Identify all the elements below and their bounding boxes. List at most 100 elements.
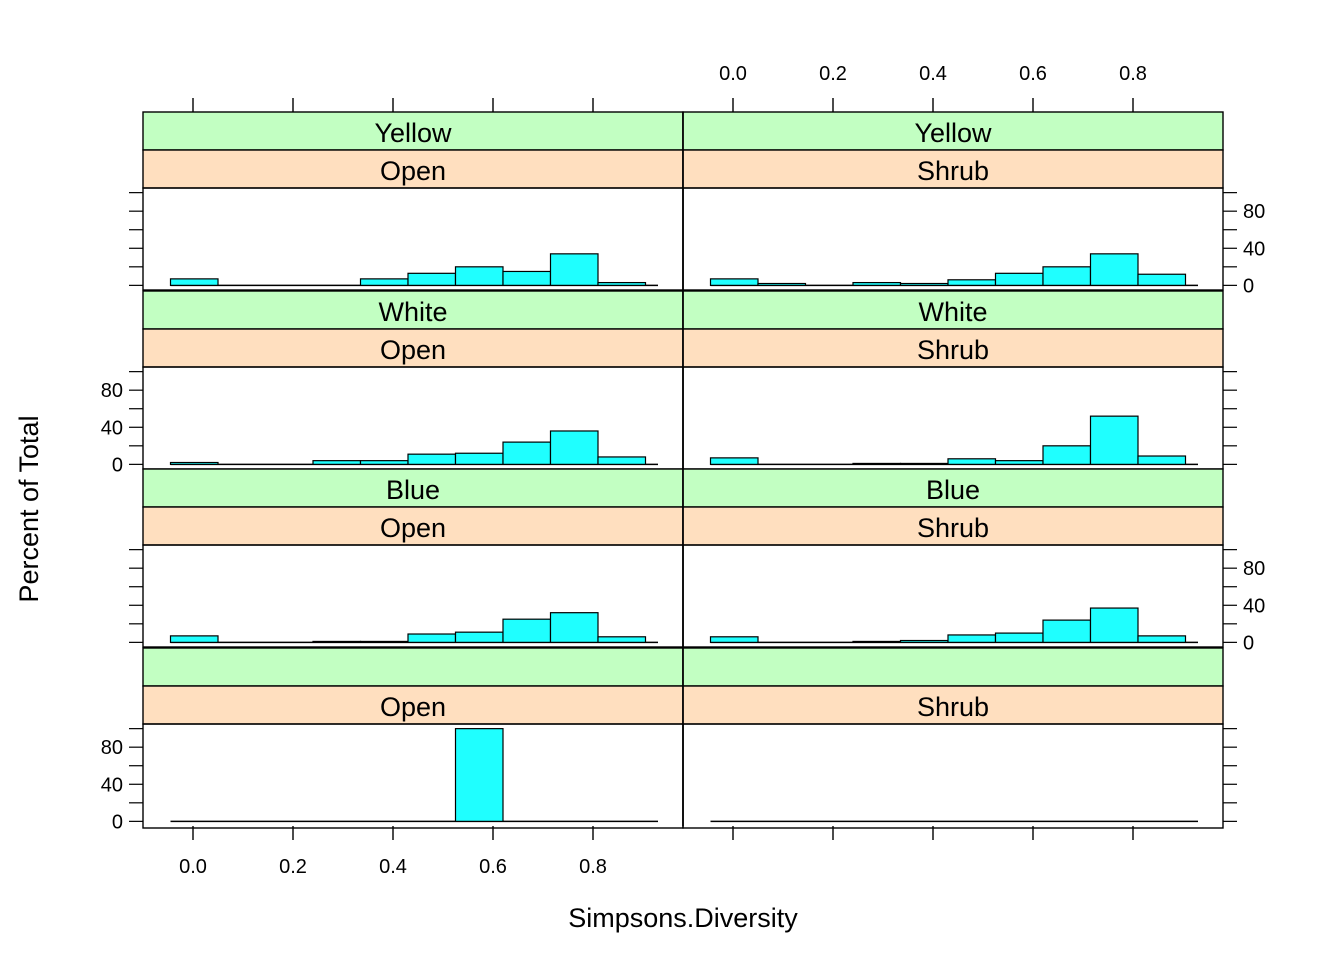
strip-outer: [142, 647, 684, 687]
strip-inner-label: Shrub: [917, 513, 989, 543]
histogram-bar: [549, 253, 599, 286]
histogram-bar: [359, 278, 409, 286]
histogram-bar: [852, 462, 902, 465]
histogram-bar: [169, 635, 219, 643]
strip-outer-label: Blue: [926, 475, 980, 505]
x-tick-label-top: 0.4: [919, 63, 947, 85]
histogram-bar: [549, 430, 599, 465]
histogram-bar: [1137, 635, 1187, 643]
histogram-bar: [709, 278, 759, 286]
x-tick-label-bottom: 0.0: [179, 856, 207, 878]
strip-inner: [142, 149, 684, 189]
y-tick-label: 0: [112, 454, 123, 476]
strip-inner: [142, 685, 684, 725]
histogram-bar: [994, 632, 1044, 643]
panel-border: [682, 544, 1224, 648]
x-tick-label-top: 0.2: [819, 63, 847, 85]
histogram-bar: [947, 279, 997, 286]
y-tick-label: 0: [112, 811, 123, 833]
histogram-bar: [454, 631, 504, 643]
strip-outer-label: Yellow: [374, 118, 452, 148]
histogram-bar: [709, 457, 759, 465]
strip-outer: [682, 290, 1224, 330]
histogram-bar: [852, 281, 902, 286]
y-tick-label: 80: [101, 380, 123, 402]
panel-yellow-shrub: Yellow Shrub: [682, 111, 1224, 291]
strip-inner-label: Shrub: [917, 335, 989, 365]
panel-blank-shrub: Shrub: [682, 647, 1224, 829]
panel-blue-shrub: Blue Shrub: [682, 468, 1224, 648]
panel-yellow-open: Yellow Open: [142, 111, 684, 291]
histogram-bar: [994, 272, 1044, 286]
histogram-bar: [454, 266, 504, 286]
strip-inner-label: Open: [380, 335, 446, 365]
histogram-bar: [597, 456, 647, 465]
strip-outer-label: White: [378, 297, 447, 327]
x-tick-label-bottom: 0.4: [379, 856, 407, 878]
y-tick-label: 80: [101, 737, 123, 759]
y-tick-label: 40: [101, 417, 123, 439]
histogram-bar: [757, 282, 807, 286]
histogram-bar: [169, 461, 219, 465]
x-tick-label-top: 0.6: [1019, 63, 1047, 85]
strip-inner: [682, 685, 1224, 725]
histogram-bar: [1089, 607, 1139, 643]
strip-outer: [142, 468, 684, 508]
x-tick-label-bottom: 0.2: [279, 856, 307, 878]
histogram-bar: [899, 462, 949, 465]
strip-inner-label: Open: [380, 156, 446, 186]
histogram-bar: [1089, 415, 1139, 465]
histogram-bar: [994, 460, 1044, 465]
panel-border: [682, 366, 1224, 470]
x-tick-label-bottom: 0.6: [479, 856, 507, 878]
panel-white-shrub: White Shrub: [682, 290, 1224, 470]
y-tick-label: 80: [1243, 201, 1265, 223]
y-axis-title: Percent of Total: [14, 415, 44, 602]
x-tick-label-top: 0.0: [719, 63, 747, 85]
histogram-bar: [899, 639, 949, 643]
histogram-bar: [502, 618, 552, 643]
histogram-bar: [359, 460, 409, 465]
strip-inner: [682, 149, 1224, 189]
histogram-bar: [947, 634, 997, 643]
strip-inner-label: Shrub: [917, 156, 989, 186]
histogram-bar: [359, 640, 409, 643]
histogram-bar: [312, 640, 362, 643]
histogram-bar: [407, 453, 457, 465]
strip-inner-label: Open: [380, 692, 446, 722]
x-tick-label-bottom: 0.8: [579, 856, 607, 878]
strip-inner: [682, 328, 1224, 368]
panel-white-open: White Open: [142, 290, 684, 470]
panels-layer: Yellow Open Yellow Shrub White Open White Shrub…: [142, 111, 1224, 829]
histogram-bar: [407, 272, 457, 286]
panel-border: [142, 544, 684, 648]
strip-outer-label: White: [918, 297, 987, 327]
histogram-bar: [899, 282, 949, 286]
histogram-bar: [454, 728, 504, 822]
strip-inner-label: Open: [380, 513, 446, 543]
strip-outer-label: Yellow: [914, 118, 992, 148]
y-tick-label: 0: [1243, 275, 1254, 297]
histogram-bar: [947, 458, 997, 465]
panel-blue-open: Blue Open: [142, 468, 684, 648]
strip-outer: [682, 647, 1224, 687]
y-tick-label: 0: [1243, 632, 1254, 654]
x-axis-title: Simpsons.Diversity: [568, 903, 798, 933]
histogram-bar: [454, 452, 504, 465]
strip-outer: [142, 111, 684, 151]
histogram-bar: [1089, 253, 1139, 286]
strip-inner: [142, 506, 684, 546]
panel-border: [142, 723, 684, 829]
panel-border: [682, 723, 1224, 829]
strip-outer: [682, 111, 1224, 151]
histogram-bar: [312, 460, 362, 465]
strip-inner: [142, 328, 684, 368]
y-tick-label: 80: [1243, 558, 1265, 580]
strip-outer-label: Blue: [386, 475, 440, 505]
y-tick-label: 40: [1243, 238, 1265, 260]
strip-outer: [682, 468, 1224, 508]
histogram-bar: [169, 278, 219, 286]
histogram-bar: [852, 640, 902, 643]
histogram-bar: [709, 636, 759, 643]
